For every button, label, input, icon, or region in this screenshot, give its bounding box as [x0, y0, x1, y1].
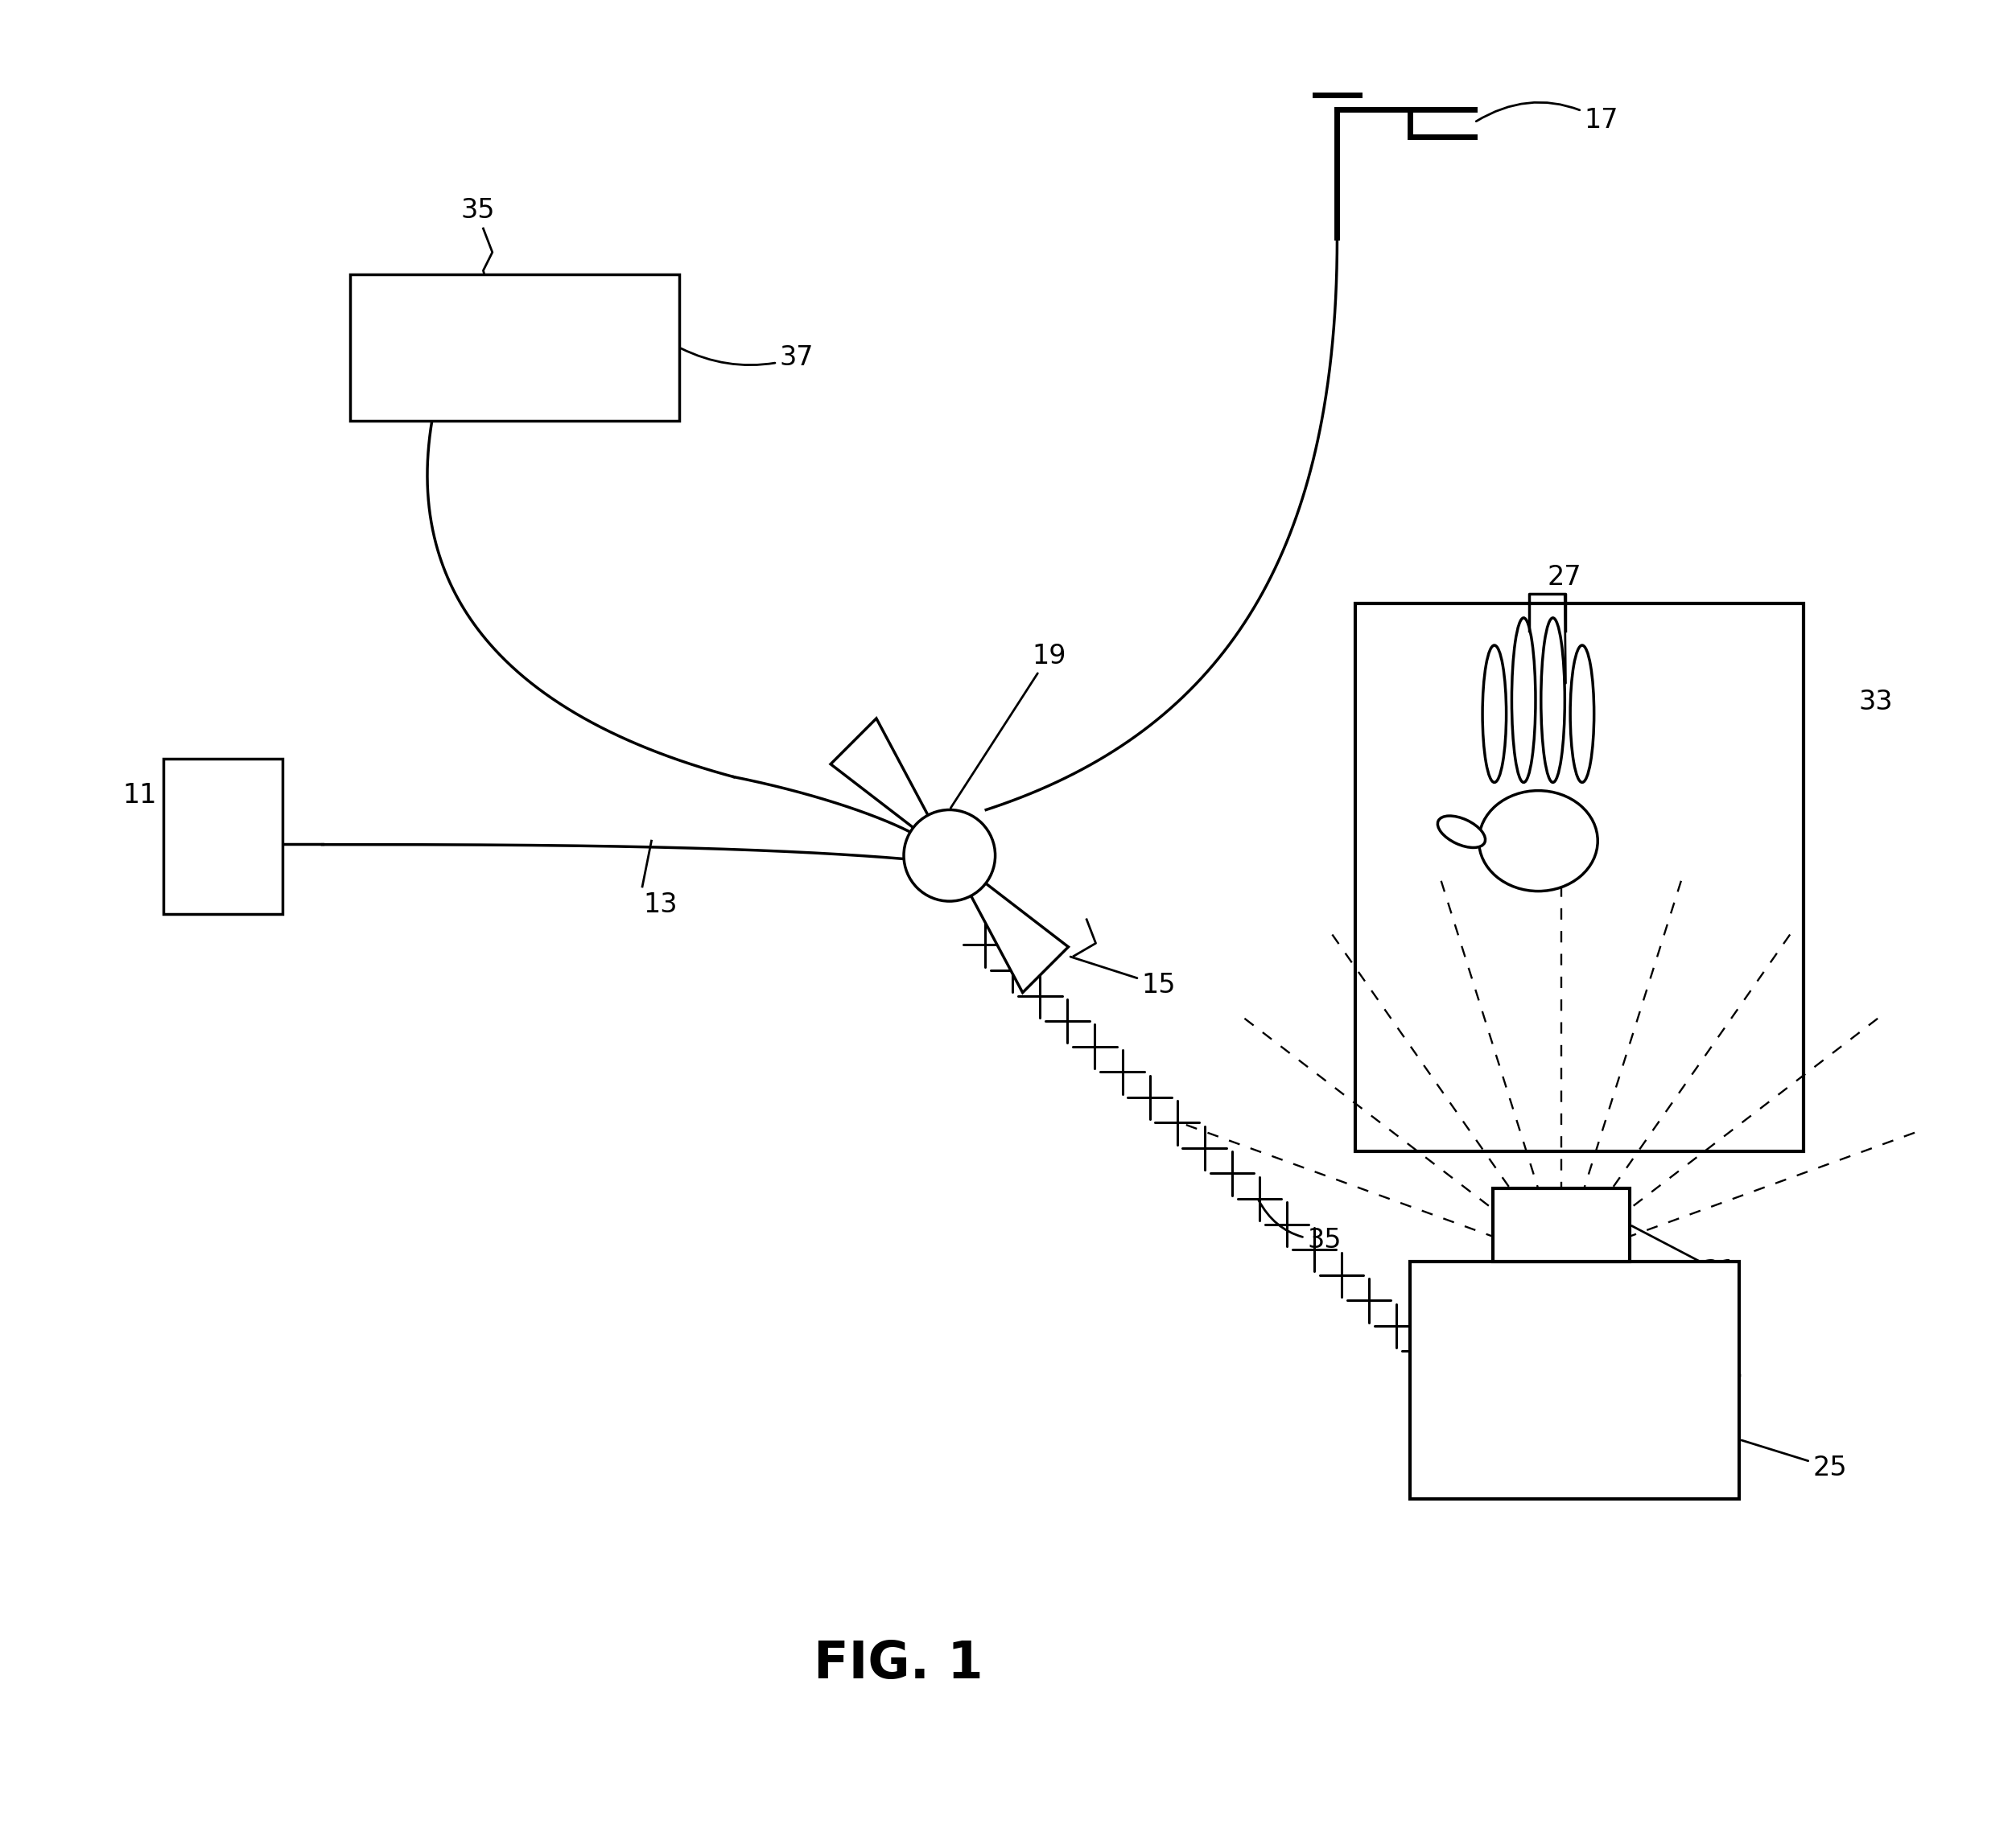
- Ellipse shape: [1437, 815, 1486, 848]
- Text: 19: 19: [952, 643, 1066, 808]
- Text: 17: 17: [1476, 102, 1619, 133]
- Text: 13: 13: [643, 892, 677, 918]
- Ellipse shape: [1480, 790, 1599, 892]
- Polygon shape: [831, 718, 950, 856]
- Text: 31: 31: [1631, 1227, 1738, 1285]
- Text: 35: 35: [1258, 1201, 1341, 1254]
- Text: 37: 37: [681, 345, 814, 371]
- Ellipse shape: [1482, 645, 1506, 782]
- Ellipse shape: [1570, 645, 1595, 782]
- Text: 11: 11: [123, 782, 157, 808]
- Bar: [349, 274, 679, 420]
- Text: 35: 35: [460, 197, 494, 223]
- Bar: [163, 759, 282, 914]
- Text: 25: 25: [1742, 1440, 1847, 1481]
- Text: FIG. 1: FIG. 1: [814, 1638, 984, 1689]
- Text: 27: 27: [1548, 565, 1583, 684]
- Ellipse shape: [1512, 618, 1536, 782]
- Text: 33: 33: [1859, 689, 1893, 715]
- Polygon shape: [950, 856, 1068, 993]
- Text: 15: 15: [1070, 956, 1175, 998]
- Bar: [1411, 1261, 1740, 1499]
- Circle shape: [903, 810, 996, 901]
- Ellipse shape: [1540, 618, 1564, 782]
- Bar: [1492, 1188, 1629, 1261]
- Bar: [1355, 603, 1804, 1152]
